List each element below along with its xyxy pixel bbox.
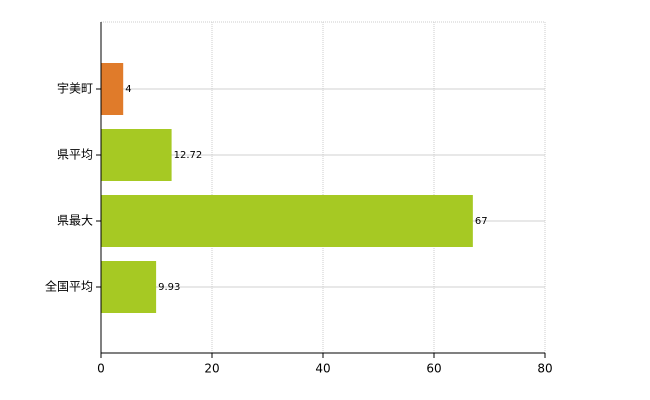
y-tick-label: 宇美町 bbox=[57, 82, 93, 96]
bar bbox=[101, 261, 157, 313]
y-tick-label: 県平均 bbox=[57, 148, 93, 162]
value-label: 67 bbox=[475, 216, 488, 227]
x-tick-label: 60 bbox=[426, 362, 441, 376]
bar bbox=[101, 129, 172, 181]
x-tick-label: 40 bbox=[315, 362, 330, 376]
x-tick-label: 0 bbox=[97, 362, 105, 376]
value-label: 12.72 bbox=[174, 150, 203, 161]
x-tick-label: 80 bbox=[537, 362, 552, 376]
value-label: 9.93 bbox=[158, 282, 180, 293]
value-label: 4 bbox=[125, 84, 131, 95]
x-tick-label: 20 bbox=[204, 362, 219, 376]
y-tick-label: 全国平均 bbox=[45, 279, 93, 294]
y-tick-label: 県最大 bbox=[57, 214, 93, 228]
bar bbox=[101, 63, 124, 115]
bar bbox=[101, 195, 473, 247]
